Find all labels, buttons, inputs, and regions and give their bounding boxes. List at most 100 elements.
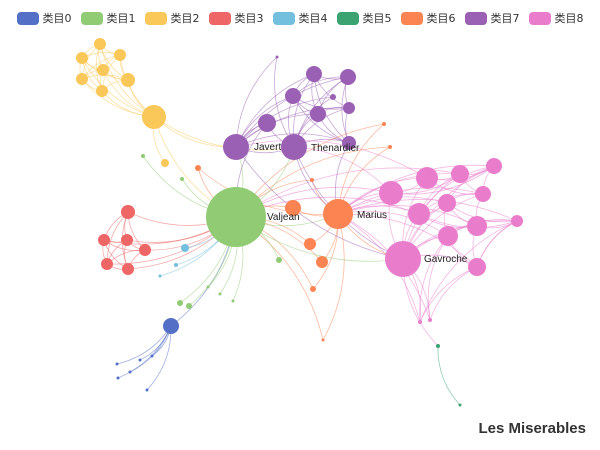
graph-node-c3c[interactable] xyxy=(121,234,133,246)
graph-node-marius[interactable] xyxy=(323,199,353,229)
graph-node-c5a[interactable] xyxy=(436,344,440,348)
graph-node-c1b[interactable] xyxy=(186,303,192,309)
graph-node-c6i[interactable] xyxy=(321,338,325,342)
graph-node-c4c[interactable] xyxy=(158,274,162,278)
graph-node-c8g[interactable] xyxy=(438,194,456,212)
graph-node-c6c[interactable] xyxy=(316,256,328,268)
graph-node-c2f[interactable] xyxy=(76,73,88,85)
graph-node-c8m[interactable] xyxy=(428,318,432,322)
graph-node-c4a[interactable] xyxy=(181,244,189,252)
graph-node-c8h[interactable] xyxy=(467,216,487,236)
graph-node-c2b[interactable] xyxy=(114,49,126,61)
node-label-javert: Javert xyxy=(254,142,281,153)
legend-item-6[interactable]: 类目6 xyxy=(400,10,456,26)
graph-node-gavroche[interactable] xyxy=(385,241,421,277)
graph-node-c8d[interactable] xyxy=(486,158,502,174)
graph-node-c2h[interactable] xyxy=(161,159,169,167)
graph-node-c3d[interactable] xyxy=(139,244,151,256)
graph-node-c1f[interactable] xyxy=(218,292,222,296)
graph-edge xyxy=(153,116,237,148)
graph-node-c8j[interactable] xyxy=(438,226,458,246)
graph-nodes xyxy=(76,38,523,407)
graph-node-thenardier[interactable] xyxy=(281,134,307,160)
graph-node-c6g[interactable] xyxy=(310,286,316,292)
legend-item-0[interactable]: 类目0 xyxy=(16,10,72,26)
legend-label: 类目2 xyxy=(170,12,200,25)
graph-node-c0a[interactable] xyxy=(115,362,119,366)
graph-node-c1d[interactable] xyxy=(141,154,145,158)
graph-node-c7g[interactable] xyxy=(258,114,276,132)
graph-node-c8f[interactable] xyxy=(408,203,430,225)
legend-swatch xyxy=(208,11,231,25)
graph-node-c0f[interactable] xyxy=(116,376,120,380)
graph-node-c1a[interactable] xyxy=(177,300,183,306)
graph-node-javert[interactable] xyxy=(223,134,249,160)
graph-node-c7h[interactable] xyxy=(342,136,356,150)
graph-edge xyxy=(235,139,428,179)
graph-node-c7i[interactable] xyxy=(275,55,279,59)
legend-swatch xyxy=(464,11,487,25)
legend-item-1[interactable]: 类目1 xyxy=(80,10,136,26)
legend-swatch xyxy=(528,11,551,25)
legend-item-4[interactable]: 类目4 xyxy=(272,10,328,26)
legend-label: 类目4 xyxy=(298,12,328,25)
graph-node-c0d[interactable] xyxy=(150,354,154,358)
graph-node-c8c[interactable] xyxy=(451,165,469,183)
graph-node-c2a[interactable] xyxy=(94,38,106,50)
legend-item-3[interactable]: 类目3 xyxy=(208,10,264,26)
graph-node-c0e[interactable] xyxy=(145,388,149,392)
graph-node-c0c[interactable] xyxy=(138,358,142,362)
graph-node-c4b[interactable] xyxy=(174,263,178,267)
legend-swatch xyxy=(80,11,103,25)
graph-node-c7d[interactable] xyxy=(330,94,336,100)
graph-node-c8i[interactable] xyxy=(511,215,523,227)
graph-node-c6e[interactable] xyxy=(388,145,392,149)
graph-node-c8b[interactable] xyxy=(416,167,438,189)
legend-swatch xyxy=(400,11,423,25)
graph-node-c6d[interactable] xyxy=(382,122,386,126)
graph-node-c5b[interactable] xyxy=(458,403,462,407)
graph-node-c7b[interactable] xyxy=(340,69,356,85)
graph-node-c7c[interactable] xyxy=(285,88,301,104)
graph-node-c1c[interactable] xyxy=(276,257,282,263)
legend-item-7[interactable]: 类目7 xyxy=(464,10,520,26)
graph-node-c7f[interactable] xyxy=(310,106,326,122)
graph-node-c6b[interactable] xyxy=(304,238,316,250)
graph-node-c6f[interactable] xyxy=(195,165,201,171)
graph-node-cat2-hub[interactable] xyxy=(142,105,166,129)
graph-node-c1g[interactable] xyxy=(206,285,210,289)
graph-node-c6h[interactable] xyxy=(310,178,314,182)
legend-item-2[interactable]: 类目2 xyxy=(144,10,200,26)
graph-edge xyxy=(235,56,278,148)
legend-label: 类目1 xyxy=(106,12,136,25)
graph-node-c3f[interactable] xyxy=(122,263,134,275)
graph-edge xyxy=(437,345,461,406)
legend-swatch xyxy=(144,11,167,25)
graph-node-valjean[interactable] xyxy=(206,187,266,247)
legend-label: 类目6 xyxy=(426,12,456,25)
graph-node-c1h[interactable] xyxy=(231,299,235,303)
node-label-gavroche: Gavroche xyxy=(424,254,468,265)
graph-edge xyxy=(235,146,404,260)
graph-node-c8e[interactable] xyxy=(475,186,491,202)
graph-node-c8a[interactable] xyxy=(379,181,403,205)
legend-item-8[interactable]: 类目8 xyxy=(528,10,584,26)
graph-node-c2c[interactable] xyxy=(76,52,88,64)
graph-node-c8k[interactable] xyxy=(468,258,486,276)
graph-node-c3a[interactable] xyxy=(121,205,135,219)
graph-node-c7a[interactable] xyxy=(306,66,322,82)
graph-node-c0-hub[interactable] xyxy=(163,318,179,334)
graph-node-c6a[interactable] xyxy=(285,200,301,216)
graph-node-c1e[interactable] xyxy=(180,177,184,181)
graph-node-c8l[interactable] xyxy=(418,320,422,324)
graph-node-c3b[interactable] xyxy=(98,234,110,246)
graph-node-c2e[interactable] xyxy=(121,73,135,87)
graph-node-c3e[interactable] xyxy=(101,258,113,270)
graph-node-c7e[interactable] xyxy=(343,102,355,114)
legend-swatch xyxy=(16,11,39,25)
graph-node-c2g[interactable] xyxy=(96,85,108,97)
graph-node-c0b[interactable] xyxy=(128,370,132,374)
legend-item-5[interactable]: 类目5 xyxy=(336,10,392,26)
graph-node-c2d[interactable] xyxy=(97,64,109,76)
